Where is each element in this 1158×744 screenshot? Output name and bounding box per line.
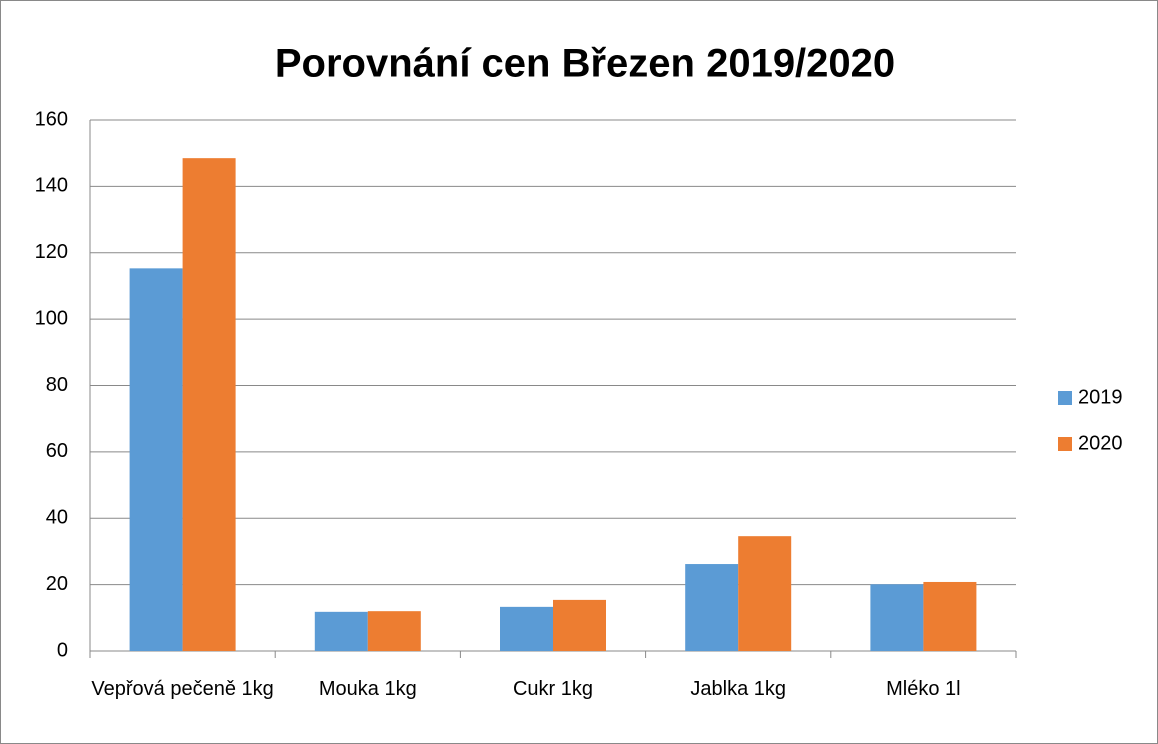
bar — [500, 606, 553, 651]
y-tick-label: 40 — [46, 507, 68, 529]
y-tick-label: 160 — [35, 108, 68, 130]
bar — [685, 564, 739, 651]
x-tick-label: Vepřová pečeně 1kg — [91, 678, 274, 700]
y-tick-label: 100 — [35, 307, 68, 329]
y-tick-label: 0 — [57, 639, 68, 661]
x-tick-label: Mouka 1kg — [318, 678, 417, 700]
bar — [129, 268, 183, 651]
bar — [314, 611, 368, 651]
bar — [923, 581, 977, 651]
y-tick-label: 120 — [35, 241, 68, 263]
y-tick-label: 140 — [35, 175, 68, 197]
legend-label: 2019 — [1078, 386, 1123, 408]
y-tick-label: 20 — [46, 573, 68, 595]
x-tick-label: Jablka 1kg — [690, 678, 786, 700]
x-tick-label: Cukr 1kg — [512, 678, 593, 700]
legend-label: 2020 — [1078, 432, 1123, 454]
bar — [738, 536, 792, 651]
legend-swatch — [1058, 437, 1072, 451]
legend-swatch — [1058, 391, 1072, 405]
bar — [870, 584, 924, 651]
bar — [182, 158, 236, 651]
y-tick-label: 80 — [46, 374, 68, 396]
x-tick-label: Mléko 1l — [886, 678, 961, 700]
chart-title: Porovnání cen Březen 2019/2020 — [275, 42, 895, 86]
bar — [367, 611, 421, 651]
y-tick-label: 60 — [46, 440, 68, 462]
bar — [553, 599, 606, 651]
